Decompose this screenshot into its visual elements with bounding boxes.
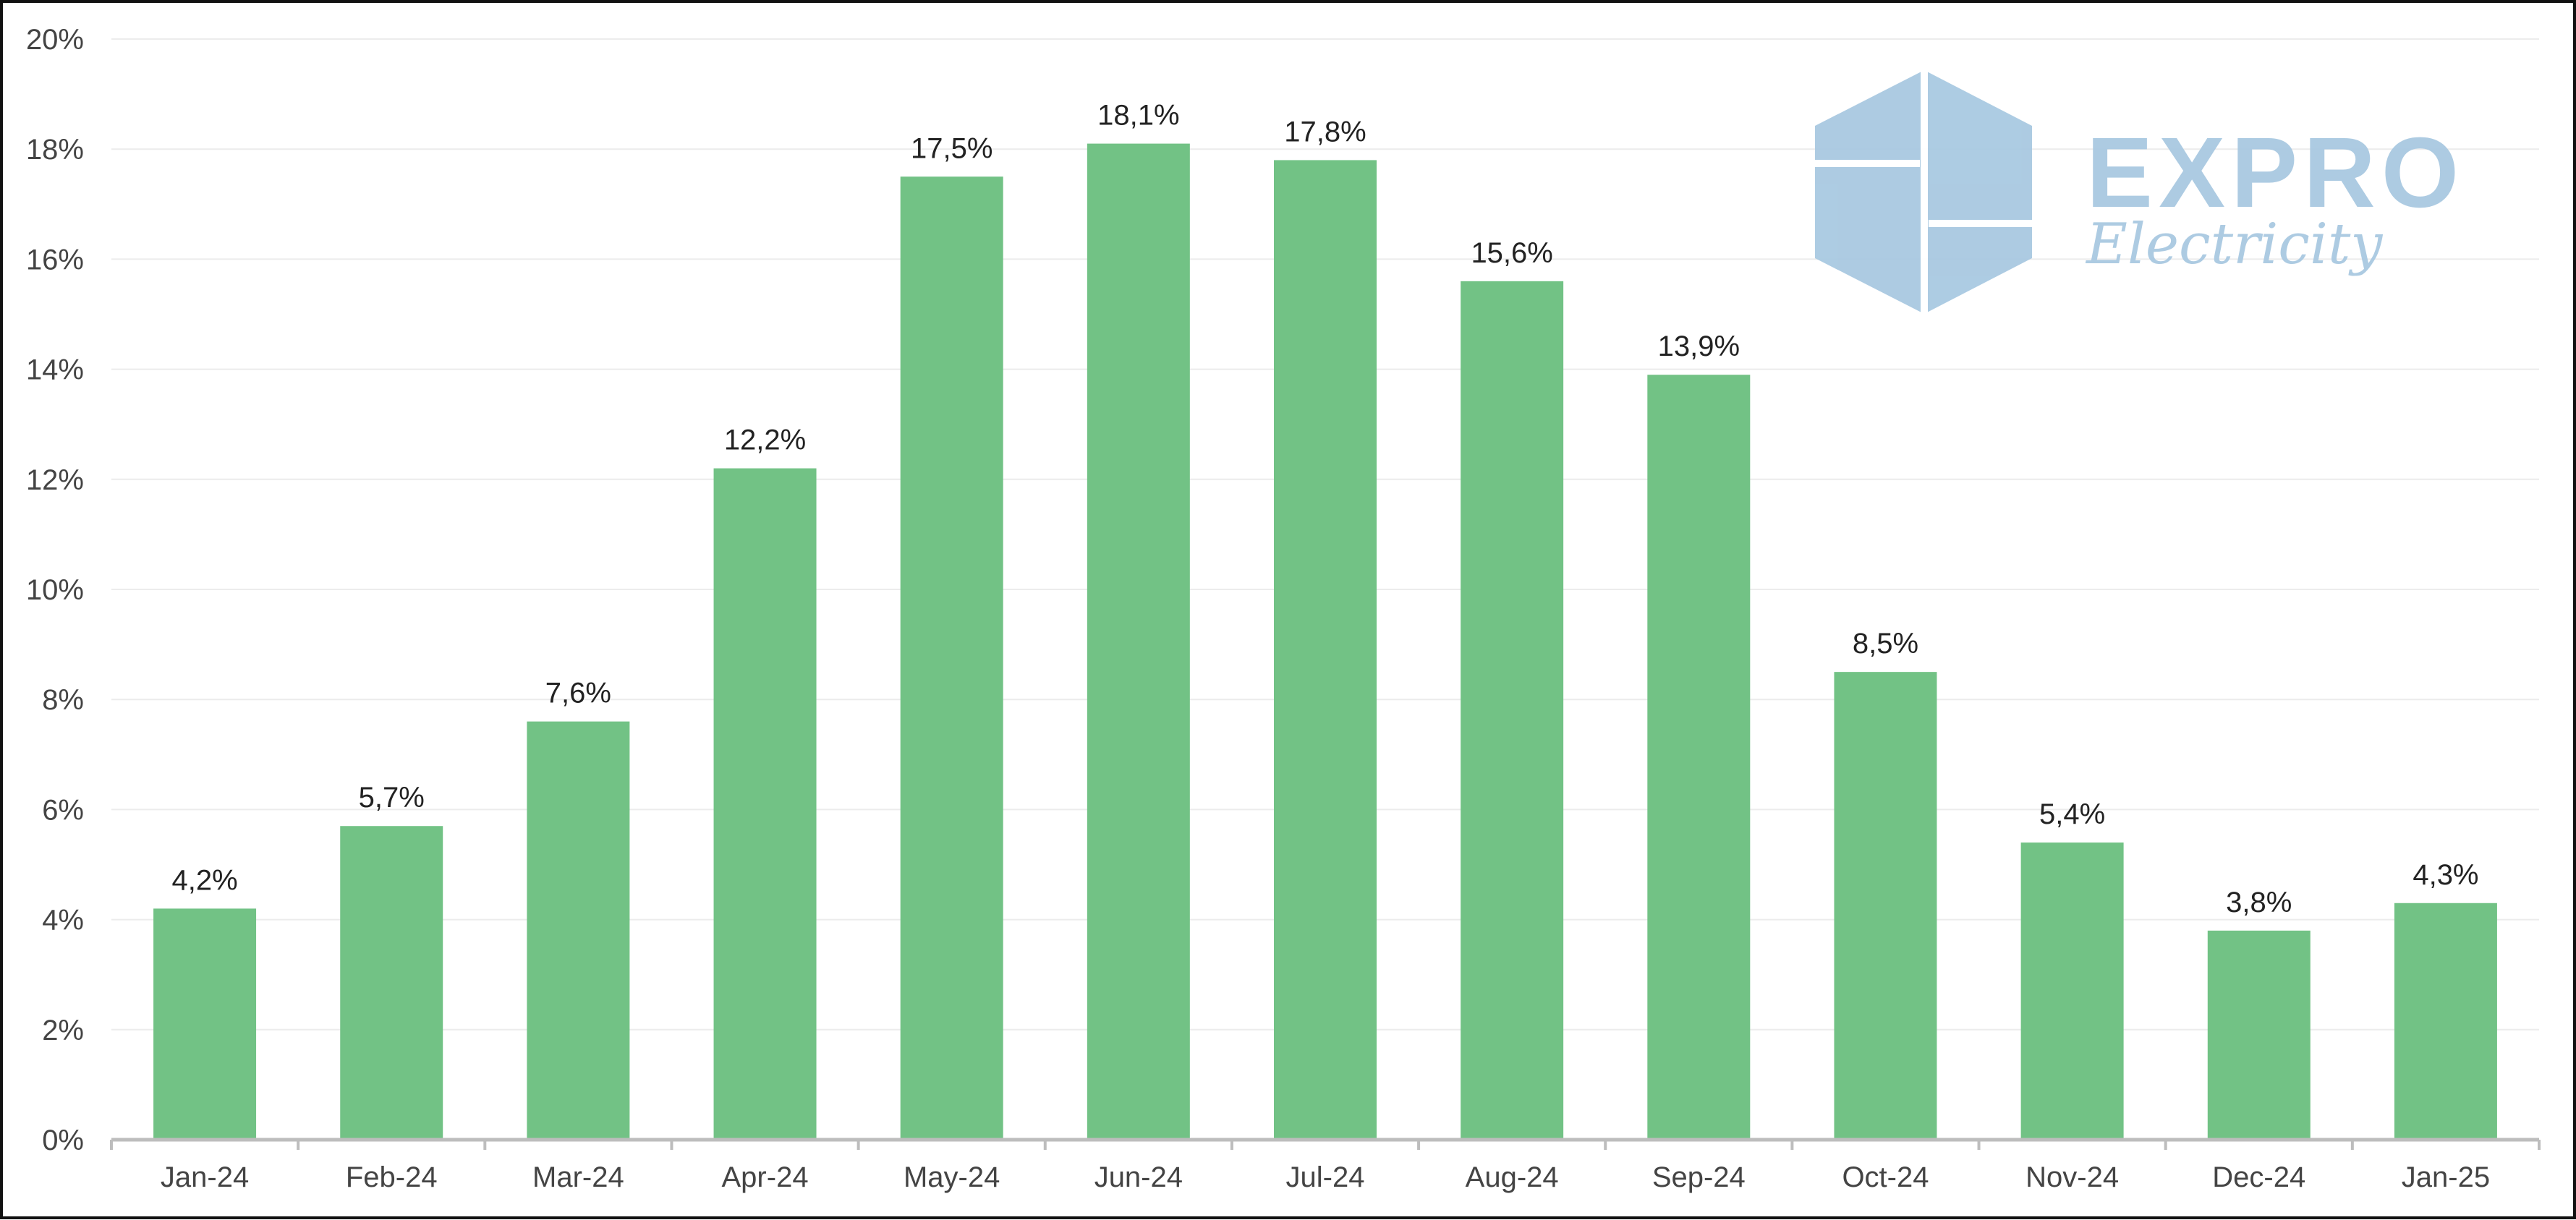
bar-apr-24 bbox=[713, 468, 817, 1140]
y-axis-tick-labels: 0% 2% 4% 6% 8% 10% 12% 14% 16% 18% 20% bbox=[26, 24, 84, 1156]
y-tick-label: 4% bbox=[42, 905, 84, 937]
bar-feb-24 bbox=[340, 826, 443, 1140]
x-tick-label: Feb-24 bbox=[346, 1161, 438, 1193]
data-label: 17,8% bbox=[1284, 116, 1366, 148]
bar-may-24 bbox=[900, 176, 1003, 1140]
data-label: 18,1% bbox=[1097, 100, 1179, 132]
data-label: 8,5% bbox=[1853, 628, 1918, 660]
bar-dec-24 bbox=[2207, 930, 2311, 1140]
data-label: 5,4% bbox=[2039, 798, 2105, 830]
y-tick-label: 16% bbox=[26, 244, 84, 276]
x-tick-label: Oct-24 bbox=[1842, 1161, 1929, 1193]
y-tick-label: 12% bbox=[26, 464, 84, 496]
logo-subtitle: Electricity bbox=[2085, 212, 2383, 277]
x-axis-tick-labels: Jan-24 Feb-24 Mar-24 Apr-24 May-24 Jun-24 Jul-… bbox=[161, 1161, 2490, 1193]
data-label: 5,7% bbox=[359, 782, 425, 814]
data-label: 7,6% bbox=[545, 678, 611, 709]
data-label: 13,9% bbox=[1658, 330, 1740, 362]
x-tick-label: Jul-24 bbox=[1286, 1161, 1365, 1193]
x-tick-label: Apr-24 bbox=[722, 1161, 809, 1193]
x-tick-label: Jan-24 bbox=[161, 1161, 249, 1193]
data-label: 4,3% bbox=[2413, 859, 2478, 891]
expro-logo: EXPRO Electricity bbox=[1815, 70, 2465, 314]
x-tick-label: Jan-25 bbox=[2402, 1161, 2490, 1193]
y-tick-label: 8% bbox=[42, 684, 84, 716]
data-label: 3,8% bbox=[2226, 887, 2292, 918]
x-tick-label: Aug-24 bbox=[1466, 1161, 1559, 1193]
bar-mar-24 bbox=[527, 721, 630, 1140]
data-label: 17,5% bbox=[911, 132, 992, 164]
y-tick-label: 0% bbox=[42, 1125, 84, 1156]
logo-wordmark: EXPRO bbox=[2086, 117, 2465, 229]
bar-jan-24 bbox=[153, 908, 257, 1140]
bar-sep-24 bbox=[1647, 375, 1751, 1140]
bar-jun-24 bbox=[1087, 143, 1190, 1140]
y-tick-label: 2% bbox=[42, 1015, 84, 1046]
y-tick-label: 18% bbox=[26, 134, 84, 166]
bar-aug-24 bbox=[1461, 281, 1564, 1140]
bar-chart: 0% 2% 4% 6% 8% 10% 12% 14% 16% 18% 20% EXPRO Elect… bbox=[26, 24, 2541, 1193]
bar-oct-24 bbox=[1834, 672, 1937, 1140]
bar-jan-25 bbox=[2394, 903, 2497, 1140]
data-label: 15,6% bbox=[1471, 237, 1552, 269]
x-tick-label: May-24 bbox=[904, 1161, 1000, 1193]
x-tick-label: Sep-24 bbox=[1652, 1161, 1746, 1193]
bar-nov-24 bbox=[2020, 843, 2124, 1140]
x-tick-label: Nov-24 bbox=[2025, 1161, 2119, 1193]
x-tick-label: Dec-24 bbox=[2212, 1161, 2305, 1193]
hexagon-window-logo-icon bbox=[1815, 70, 2032, 314]
y-tick-label: 10% bbox=[26, 574, 84, 606]
x-tick-label: Mar-24 bbox=[532, 1161, 624, 1193]
bar-jul-24 bbox=[1274, 160, 1377, 1140]
data-label: 12,2% bbox=[724, 425, 806, 456]
x-tick-label: Jun-24 bbox=[1094, 1161, 1183, 1193]
data-labels: 4,2% 5,7% 7,6% 12,2% 17,5% 18,1% 17,8% 15,6% 13,… bbox=[171, 100, 2478, 918]
x-axis bbox=[110, 1138, 2541, 1150]
data-label: 4,2% bbox=[171, 864, 237, 896]
y-tick-label: 14% bbox=[26, 354, 84, 386]
y-tick-label: 20% bbox=[26, 24, 84, 56]
y-tick-label: 6% bbox=[42, 794, 84, 826]
bars bbox=[153, 143, 2497, 1140]
